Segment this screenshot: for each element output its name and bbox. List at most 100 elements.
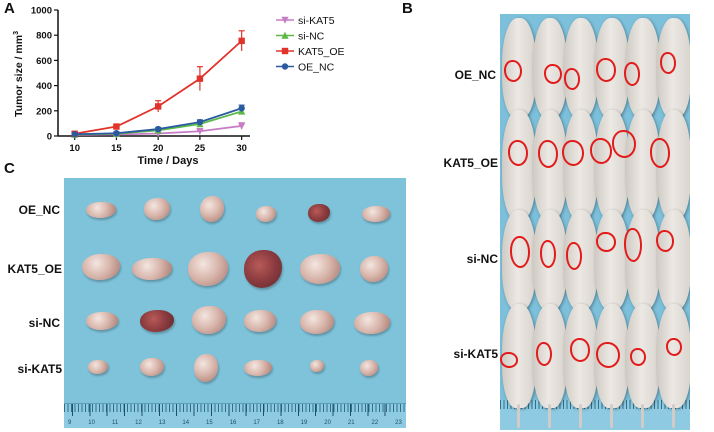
mice-photo-ruler (500, 400, 690, 430)
tumor-outline (564, 68, 580, 90)
series-OE_NC (71, 104, 245, 138)
tumor (354, 312, 390, 334)
photo-b-row-label-oe-nc: OE_NC (454, 68, 496, 82)
tumor (300, 310, 334, 334)
x-tick-label: 30 (236, 143, 247, 154)
legend-label: si-NC (298, 31, 325, 43)
tumor (244, 360, 272, 376)
tumor-outline (570, 338, 590, 362)
tumor (88, 360, 108, 374)
tumor (360, 256, 388, 282)
tumor-bearing-mice-photo (500, 14, 690, 430)
legend-label: si-KAT5 (298, 15, 335, 27)
ruler-major-ticks (72, 404, 402, 416)
measurement-ruler: 9 10 11 12 13 14 15 16 17 18 19 20 21 22 23 (64, 403, 406, 428)
tumor-outline (562, 140, 584, 166)
x-tick-label: 20 (153, 143, 164, 154)
tumor (144, 198, 170, 220)
data-point (154, 125, 162, 133)
excised-tumors-photo: 9 10 11 12 13 14 15 16 17 18 19 20 21 22 23 (64, 178, 406, 428)
panel-label-b: B (402, 0, 413, 17)
tumor-outline (596, 58, 616, 82)
tumor (194, 354, 218, 382)
y-tick-label: 200 (36, 106, 52, 117)
photo-c-row-label-si-kat5: si-KAT5 (17, 362, 62, 376)
tumor (188, 252, 228, 286)
mouse-tail (579, 404, 582, 428)
tumor-outline (540, 240, 556, 268)
x-tick-label: 15 (111, 143, 122, 154)
legend-entry: KAT5_OE (276, 46, 345, 58)
photo-c-row-label-oe-nc: OE_NC (18, 203, 60, 217)
y-tick-label: 800 (36, 31, 52, 42)
tumor-outline (510, 236, 530, 268)
data-point (196, 118, 204, 126)
legend-marker (281, 31, 289, 39)
ruler-number: 16 (229, 420, 237, 426)
mouse (657, 304, 690, 408)
tumor (140, 310, 174, 332)
tumor (82, 254, 120, 280)
tumor-outline (596, 342, 620, 368)
tumor (300, 254, 340, 284)
tumor-outline (566, 242, 582, 270)
y-tick-label: 600 (36, 56, 52, 67)
series-KAT5_OE (71, 30, 245, 137)
ruler-number: 18 (276, 420, 284, 426)
data-point (196, 75, 204, 82)
panel-label-c: C (4, 160, 15, 177)
data-point (238, 105, 245, 112)
tumor-outline (508, 140, 528, 166)
ruler-number: 17 (253, 420, 261, 426)
photo-b-row-label-kat5-oe: KAT5_OE (443, 156, 498, 170)
ruler-number: 9 (68, 420, 72, 426)
legend-marker (281, 47, 289, 55)
ruler-number: 21 (347, 420, 355, 426)
tumor-outline (612, 130, 636, 158)
mouse (595, 110, 629, 220)
tumor (310, 360, 324, 372)
chart-svg: 0 200 400 600 800 1000 10 15 20 25 30 Tumor size /… (13, 6, 345, 168)
tumor-outline (656, 230, 674, 252)
legend-label: KAT5_OE (298, 46, 345, 58)
ruler-number: 12 (135, 420, 142, 426)
x-tick-label: 25 (195, 143, 206, 154)
photo-b-row-label-si-nc: si-NC (466, 252, 498, 266)
tumor (132, 258, 172, 280)
data-point (238, 37, 245, 45)
data-point (238, 122, 246, 130)
mouse-tail (672, 404, 675, 428)
tumor (244, 250, 282, 288)
legend-label: OE_NC (298, 62, 335, 74)
y-axis-label: Tumor size / mm3 (13, 31, 25, 117)
tumor-outline (538, 140, 558, 168)
ruler-number: 23 (395, 420, 402, 426)
data-point (154, 103, 162, 110)
panel-label-a: A (4, 0, 15, 17)
tumor-outline (630, 348, 646, 366)
tumor-outline (504, 60, 522, 82)
data-point (113, 130, 120, 137)
x-axis-label: Time / Days (138, 155, 199, 167)
mouse-tail (641, 404, 644, 428)
tumor (244, 310, 276, 332)
mouse-tail (548, 404, 551, 428)
tumor-outline (650, 138, 670, 168)
tumor (140, 358, 164, 376)
data-point (71, 131, 78, 138)
photo-c-row-label-kat5-oe: KAT5_OE (7, 262, 62, 276)
chart-legend: si-KAT5 si-NC KAT5_OE OE_NC (276, 15, 345, 74)
tumor-outline (590, 138, 612, 164)
ruler-number: 15 (206, 420, 213, 426)
tumor (86, 312, 118, 330)
y-tick-label: 400 (36, 81, 52, 92)
ruler-number: 13 (158, 420, 166, 426)
legend-marker (281, 16, 289, 24)
tumor-outline (500, 352, 518, 368)
ruler-number: 11 (111, 420, 119, 426)
data-point (113, 123, 120, 130)
mouse (657, 210, 690, 310)
y-tick-label: 1000 (31, 6, 52, 17)
tumor-outline (666, 338, 682, 356)
ruler-number: 14 (182, 420, 190, 426)
